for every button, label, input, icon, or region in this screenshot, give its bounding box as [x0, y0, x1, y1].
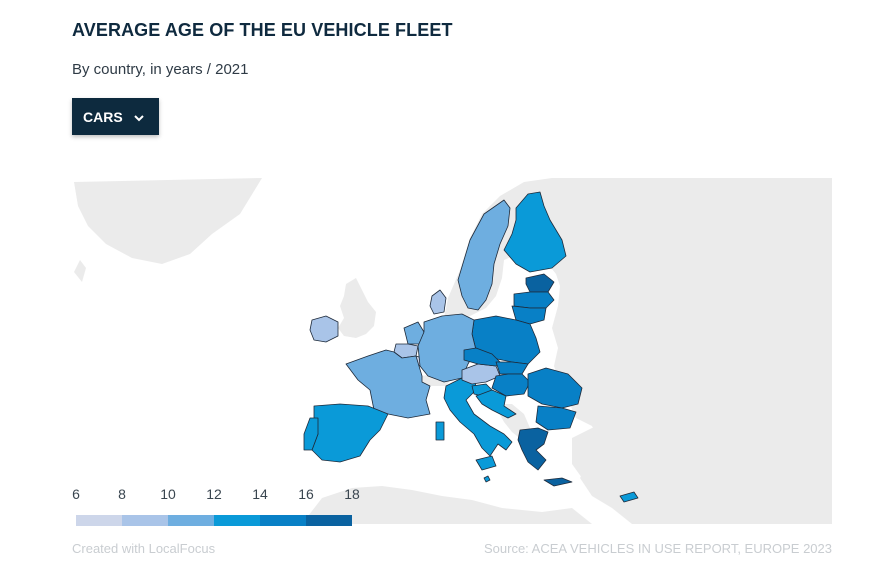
country-latvia[interactable]: [513, 291, 555, 309]
country-spain[interactable]: [311, 403, 389, 463]
source-text: Source: ACEA VEHICLES IN USE REPORT, EUR…: [483, 541, 832, 556]
legend-swatch: [214, 515, 260, 526]
legend-tick-label: 8: [118, 486, 126, 502]
legend-tick-label: 16: [298, 486, 314, 502]
chart-title: AVERAGE AGE OF THE EU VEHICLE FLEET: [72, 20, 453, 40]
legend-tick-label: 12: [206, 486, 222, 502]
credit-text: Created with LocalFocus: [72, 541, 216, 556]
country-romania[interactable]: [527, 367, 583, 409]
legend-swatch: [168, 515, 214, 526]
country-ireland[interactable]: [309, 315, 339, 343]
country-slovakia[interactable]: [495, 361, 529, 375]
legend-swatch: [76, 515, 122, 526]
legend-tick-label: 10: [160, 486, 176, 502]
legend-tick-label: 6: [72, 486, 80, 502]
country-sardinia[interactable]: [435, 421, 445, 441]
dropdown-selected-label: CARS: [83, 108, 123, 125]
country-sweden[interactable]: [457, 199, 511, 311]
legend-swatch: [122, 515, 168, 526]
country-crete[interactable]: [543, 477, 573, 487]
country-bulgaria[interactable]: [535, 405, 577, 431]
country-denmark[interactable]: [429, 289, 447, 315]
chevron-down-icon: [133, 111, 145, 123]
legend-tick-label: 18: [344, 486, 360, 502]
europe-map: [72, 178, 832, 524]
color-legend: 6 8 10 12 14 16 18: [72, 486, 362, 528]
country-sicily[interactable]: [475, 455, 497, 471]
country-cyprus[interactable]: [619, 491, 639, 503]
country-portugal[interactable]: [303, 417, 319, 451]
country-finland[interactable]: [503, 191, 567, 273]
vehicle-type-dropdown[interactable]: CARS: [72, 98, 159, 135]
background-land: [74, 178, 832, 524]
country-france[interactable]: [345, 349, 431, 419]
legend-swatch: [260, 515, 306, 526]
country-greece[interactable]: [517, 427, 549, 471]
country-croatia[interactable]: [475, 389, 517, 419]
chart-subtitle: By country, in years / 2021: [72, 61, 249, 78]
country-malta[interactable]: [483, 475, 491, 483]
country-hungary[interactable]: [491, 373, 531, 397]
legend-swatch: [306, 515, 352, 526]
legend-tick-label: 14: [252, 486, 268, 502]
country-estonia[interactable]: [525, 273, 555, 293]
